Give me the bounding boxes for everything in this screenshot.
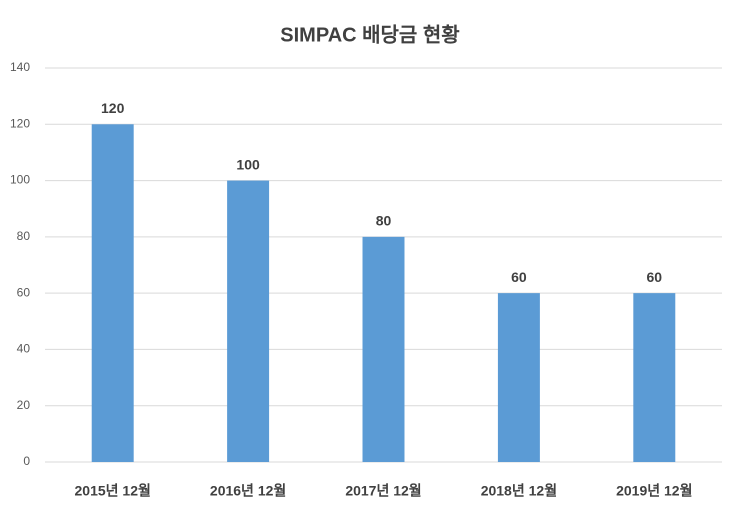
y-tick-label: 100 <box>10 173 30 187</box>
bar <box>91 124 134 463</box>
value-label: 60 <box>647 269 663 285</box>
bar <box>227 180 270 463</box>
y-tick-label: 20 <box>17 398 31 412</box>
y-tick-label: 0 <box>23 454 30 468</box>
value-label: 60 <box>511 269 527 285</box>
bar <box>633 293 676 462</box>
bar <box>497 293 540 462</box>
y-tick-label: 80 <box>17 229 31 243</box>
value-label: 120 <box>101 100 125 116</box>
x-tick-label: 2019년 12월 <box>616 483 692 499</box>
value-label: 100 <box>236 156 260 172</box>
chart-title: SIMPAC 배당금 현황 <box>280 23 460 46</box>
y-tick-label: 60 <box>17 285 31 299</box>
value-label: 80 <box>376 213 392 229</box>
y-tick-label: 140 <box>10 60 30 74</box>
y-tick-label: 40 <box>17 342 31 356</box>
x-tick-label: 2015년 12월 <box>75 483 151 499</box>
y-tick-label: 120 <box>10 116 30 130</box>
x-tick-label: 2016년 12월 <box>210 483 286 499</box>
x-tick-label: 2018년 12월 <box>481 483 557 499</box>
x-tick-label: 2017년 12월 <box>345 483 421 499</box>
bar <box>362 236 405 462</box>
